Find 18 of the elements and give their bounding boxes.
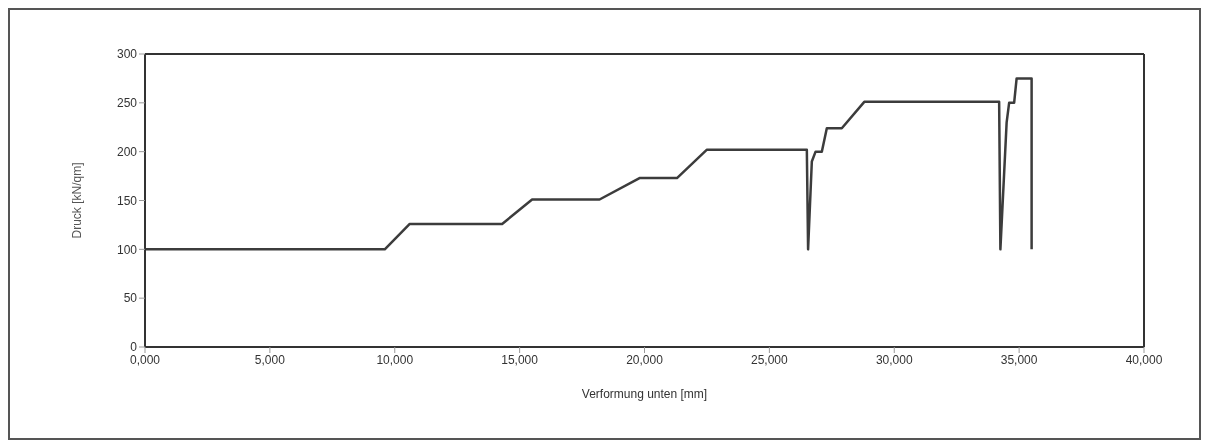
y-tick-label: 100 xyxy=(116,242,138,257)
x-tick-label: 30,000 xyxy=(875,352,913,367)
y-tick-label: 0 xyxy=(130,340,138,355)
y-tick-label: 50 xyxy=(123,291,138,306)
x-tick-label: 10,000 xyxy=(376,352,414,367)
y-axis-title: Druck [kN/qm] xyxy=(70,162,85,239)
x-tick-label: 20,000 xyxy=(626,352,664,367)
x-tick-label: 5,000 xyxy=(254,352,286,367)
x-axis-title: Verformung unten [mm] xyxy=(581,386,708,401)
x-tick-label: 35,000 xyxy=(1000,352,1038,367)
x-tick-label: 15,000 xyxy=(501,352,539,367)
y-tick-label: 150 xyxy=(116,193,138,208)
y-tick-label: 200 xyxy=(116,144,138,159)
y-tick-label: 250 xyxy=(116,96,138,111)
x-tick-label: 40,000 xyxy=(1125,352,1163,367)
x-tick-label: 0,000 xyxy=(129,352,161,367)
y-tick-label: 300 xyxy=(116,47,138,62)
x-tick-label: 25,000 xyxy=(751,352,789,367)
